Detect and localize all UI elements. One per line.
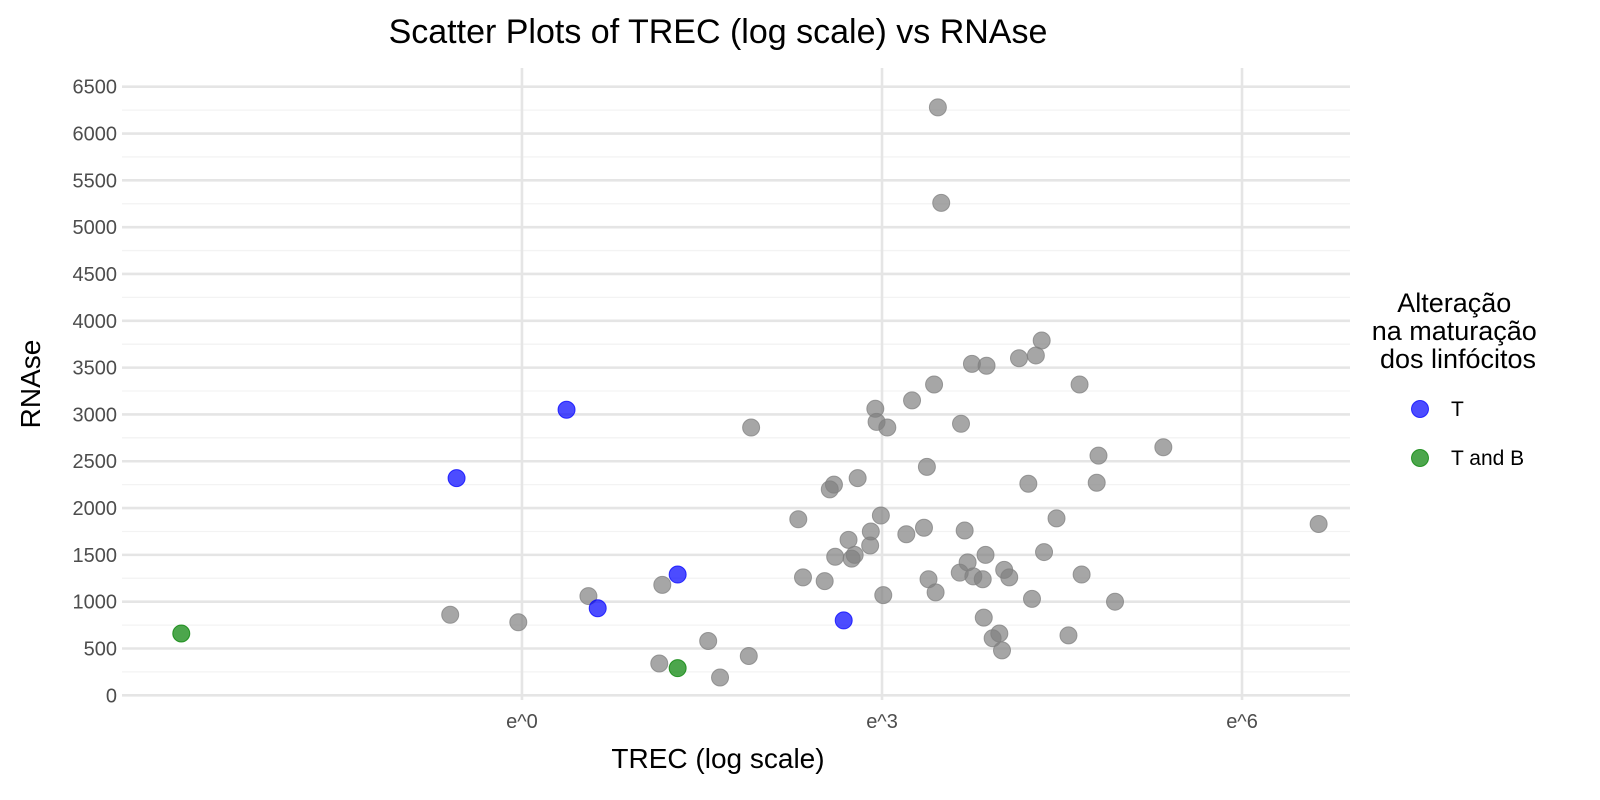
- data-point: [653, 575, 672, 594]
- data-point: [1072, 565, 1091, 584]
- data-point: [815, 572, 834, 591]
- data-point: [826, 547, 845, 566]
- data-point: [917, 457, 936, 476]
- y-tick-label: 3000: [73, 404, 118, 426]
- data-point: [1009, 349, 1028, 368]
- x-axis-title: TREC (log scale): [611, 743, 824, 774]
- data-point: [1087, 473, 1106, 492]
- data-point: [739, 646, 758, 665]
- y-tick-label: 3500: [73, 358, 118, 380]
- legend-title: Alteração na maturação dos linfócitos: [1372, 288, 1545, 374]
- data-point: [848, 469, 867, 488]
- data-point: [897, 525, 916, 544]
- data-point: [668, 565, 687, 584]
- data-point: [579, 587, 598, 606]
- data-point: [926, 583, 945, 602]
- y-tick-label: 5500: [73, 170, 118, 192]
- legend-marker: [1411, 400, 1429, 418]
- data-point: [1309, 514, 1328, 533]
- plot-grid: [122, 68, 1350, 700]
- y-tick-label: 4000: [73, 311, 118, 333]
- data-point: [977, 356, 996, 375]
- legend-title-line-2: na maturação: [1372, 316, 1537, 346]
- y-tick-label: 5000: [73, 217, 118, 239]
- data-point: [1106, 592, 1125, 611]
- legend-marker: [1411, 449, 1429, 467]
- data-point: [973, 570, 992, 589]
- data-point: [1019, 474, 1038, 493]
- data-point: [834, 611, 853, 630]
- y-tick-label: 2500: [73, 451, 118, 473]
- legend: Alteração na maturação dos linfócitos TT…: [1372, 288, 1545, 470]
- data-point: [903, 391, 922, 410]
- data-point: [441, 605, 460, 624]
- data-point: [871, 506, 890, 525]
- data-point: [742, 418, 761, 437]
- y-tick-label: 1000: [73, 592, 118, 614]
- chart-title: Scatter Plots of TREC (log scale) vs RNA…: [389, 13, 1048, 51]
- data-point: [928, 98, 947, 117]
- data-point: [1000, 568, 1019, 587]
- data-point: [932, 193, 951, 212]
- data-point: [789, 510, 808, 529]
- data-point: [1154, 438, 1173, 457]
- data-point: [824, 475, 843, 494]
- x-tick-label: e^6: [1226, 711, 1258, 733]
- data-point: [874, 586, 893, 605]
- y-tick-label: 6000: [73, 124, 118, 146]
- data-point: [952, 414, 971, 433]
- data-point: [509, 613, 528, 632]
- y-tick-label: 500: [84, 639, 117, 661]
- data-point: [699, 632, 718, 651]
- data-point: [839, 530, 858, 549]
- data-point: [1089, 446, 1108, 465]
- data-point: [1059, 626, 1078, 645]
- data-point: [588, 599, 607, 618]
- data-point: [172, 624, 191, 643]
- data-point: [974, 608, 993, 627]
- y-tick-label: 1500: [73, 545, 118, 567]
- y-tick-label: 6500: [73, 77, 118, 99]
- data-point: [925, 375, 944, 394]
- data-point: [447, 469, 466, 488]
- data-point: [1022, 589, 1041, 608]
- legend-label: T and B: [1451, 447, 1524, 470]
- y-tick-label: 0: [106, 685, 117, 707]
- y-axis-ticks: 0 500 1000 1500 2000 2500 3000 3500 4000 4500 5000…: [73, 77, 118, 708]
- x-axis-ticks: e^0 e^3 e^6: [506, 711, 1258, 733]
- data-point: [1035, 543, 1054, 562]
- data-point: [993, 641, 1012, 660]
- y-tick-label: 2000: [73, 498, 118, 520]
- data-point: [914, 518, 933, 537]
- data-point: [990, 624, 1009, 643]
- legend-title-line-1: Alteração: [1397, 288, 1511, 318]
- data-point: [650, 654, 669, 673]
- data-point: [1032, 331, 1051, 350]
- data-point: [845, 545, 864, 564]
- data-point: [976, 545, 995, 564]
- y-axis-title: RNAse: [15, 340, 46, 429]
- data-point: [557, 400, 576, 419]
- data-point: [1070, 375, 1089, 394]
- x-tick-label: e^3: [866, 711, 898, 733]
- data-point: [878, 418, 897, 437]
- data-point: [955, 521, 974, 540]
- legend-label: T: [1451, 398, 1464, 421]
- legend-entries: T T and B: [1411, 398, 1524, 470]
- data-point: [1026, 346, 1045, 365]
- data-point: [1047, 509, 1066, 528]
- y-tick-label: 4500: [73, 264, 118, 286]
- data-points: [172, 98, 1328, 687]
- data-point: [711, 668, 730, 687]
- legend-title-line-3: dos linfócitos: [1380, 344, 1536, 374]
- data-point: [861, 522, 880, 541]
- data-point: [668, 659, 687, 678]
- x-tick-label: e^0: [506, 711, 538, 733]
- data-point: [793, 568, 812, 587]
